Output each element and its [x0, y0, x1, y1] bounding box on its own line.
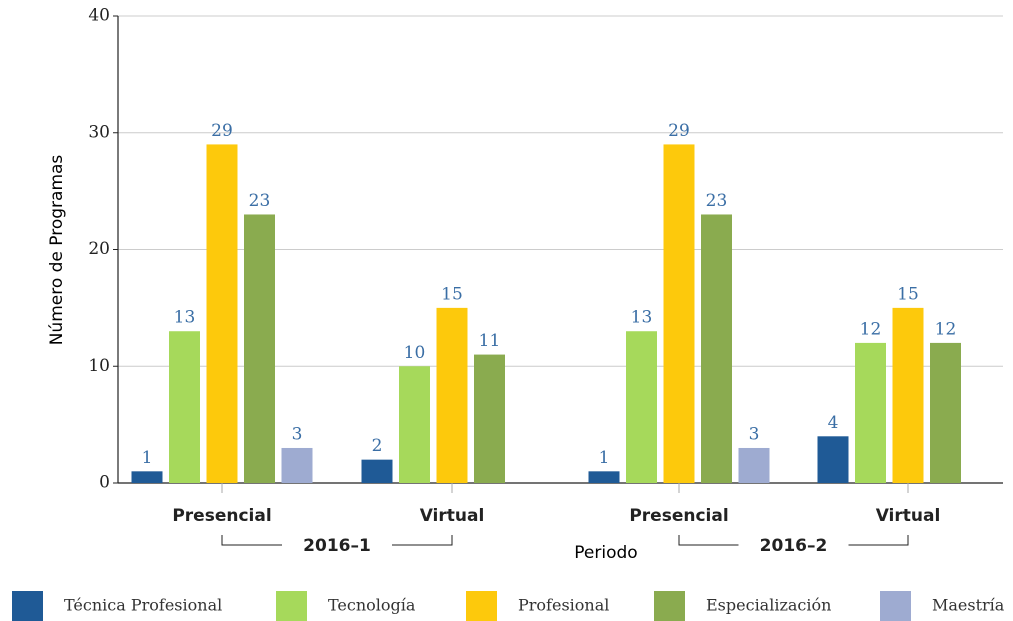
- data-label: 23: [706, 191, 728, 211]
- data-label: 12: [935, 319, 957, 339]
- bar: [474, 354, 505, 483]
- group-label: 2016–2: [760, 536, 828, 556]
- data-label: 13: [631, 308, 653, 328]
- legend-swatch: [12, 591, 43, 621]
- bar: [738, 447, 770, 483]
- data-label: 29: [668, 121, 690, 141]
- data-label: 4: [828, 413, 839, 433]
- bar: [281, 447, 313, 483]
- bar: [206, 144, 238, 484]
- bar: [892, 307, 924, 483]
- legend-label: Especialización: [706, 596, 831, 615]
- legend-swatch: [654, 591, 685, 621]
- group-bracket: [221, 535, 453, 546]
- bar: [626, 331, 657, 483]
- x-tick-label: Virtual: [420, 506, 485, 526]
- data-label: 3: [749, 424, 760, 444]
- data-label: 15: [897, 284, 919, 304]
- legend-swatch: [276, 591, 307, 621]
- legend-label: Maestría: [932, 596, 1005, 615]
- x-tick-label: Presencial: [629, 506, 728, 526]
- bar: [701, 214, 732, 483]
- data-label: 15: [441, 284, 463, 304]
- bar: [244, 214, 275, 483]
- legend-swatch: [466, 591, 497, 621]
- data-label: 10: [404, 343, 426, 363]
- data-label: 1: [599, 448, 610, 468]
- x-tick-label: Virtual: [876, 506, 941, 526]
- x-tick-label: Presencial: [172, 506, 271, 526]
- data-label: 3: [292, 424, 303, 444]
- bar: [436, 307, 468, 483]
- bar: [588, 471, 620, 483]
- y-tick-label: 30: [88, 122, 110, 142]
- data-label: 1: [142, 448, 153, 468]
- y-tick-label: 40: [88, 6, 110, 26]
- data-label: 12: [860, 319, 882, 339]
- legend-label: Tecnología: [328, 596, 416, 615]
- data-label: 11: [479, 331, 501, 351]
- bar: [930, 342, 961, 483]
- group-label: 2016–1: [303, 536, 371, 556]
- y-axis-label: Número de Programas: [47, 155, 67, 346]
- bar: [361, 459, 393, 483]
- legend-label: Profesional: [518, 596, 609, 615]
- bar: [169, 331, 200, 483]
- data-label: 23: [249, 191, 271, 211]
- bar: [817, 436, 849, 483]
- bar: [399, 366, 430, 483]
- y-tick-label: 10: [88, 356, 110, 376]
- legend-swatch: [880, 591, 911, 621]
- bar: [131, 471, 163, 483]
- data-label: 29: [211, 121, 233, 141]
- data-label: 2: [372, 436, 383, 456]
- bar: [663, 144, 695, 484]
- bar: [855, 342, 886, 483]
- x-axis-label: Periodo: [574, 543, 637, 563]
- data-label: 13: [174, 308, 196, 328]
- y-tick-label: 0: [99, 473, 110, 493]
- group-bracket: [678, 535, 909, 546]
- y-tick-label: 20: [88, 239, 110, 259]
- legend-label: Técnica Profesional: [64, 596, 222, 615]
